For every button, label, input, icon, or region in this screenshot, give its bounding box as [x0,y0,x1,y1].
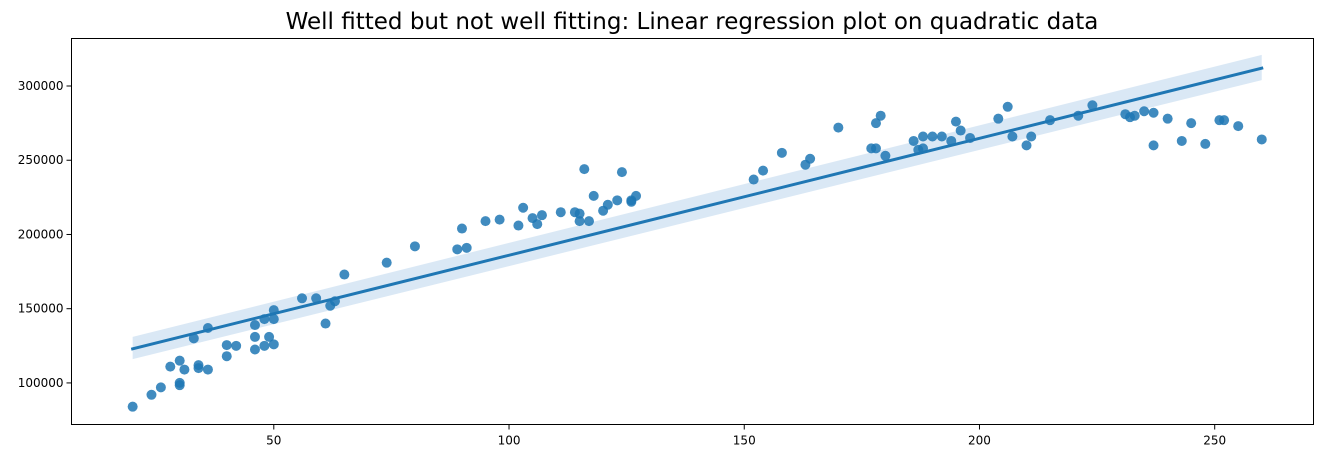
data-point [146,389,157,400]
data-point [1162,113,1173,124]
data-point [452,244,463,255]
data-point [880,150,891,161]
x-tick-label: 250 [1203,434,1226,448]
data-point [955,125,966,136]
data-point [833,122,844,133]
data-point [870,143,881,154]
data-point [993,113,1004,124]
data-point [221,351,232,362]
data-point [631,190,642,201]
data-point [494,214,505,225]
data-point [918,131,929,142]
data-point [264,331,275,342]
data-point [311,293,322,304]
data-point [259,340,270,351]
y-tick-label: 200000 [18,227,64,241]
data-point [179,364,190,375]
data-point [1186,118,1197,129]
axes: 50 100 150 200 250 100000 150000 200000 250000 30… [18,79,1226,447]
data-point [1026,131,1037,142]
data-point [875,110,886,121]
data-point [588,190,599,201]
data-point [532,219,543,230]
data-point [165,361,176,372]
data-point [612,195,623,206]
data-point [776,147,787,158]
data-point [155,382,166,393]
data-point [1256,134,1267,145]
data-point [249,320,260,331]
data-point [268,314,279,325]
data-point [188,333,199,344]
data-point [574,208,585,219]
data-point [221,340,232,351]
data-point [936,131,947,142]
x-tick-label: 100 [498,434,521,448]
regression-line [130,66,1264,351]
data-point [518,202,529,213]
data-point [249,344,260,355]
data-point [127,401,138,412]
data-point [409,241,420,252]
data-point [616,167,627,178]
data-point [584,216,594,227]
data-point [1148,107,1159,118]
data-point [574,216,585,227]
data-point [555,207,566,218]
data-point [461,242,472,253]
data-point [1176,135,1187,146]
y-tick-label: 100000 [18,376,64,390]
data-point [1233,121,1244,132]
data-point [1200,138,1211,149]
data-point [758,165,769,176]
data-point [320,318,331,329]
data-point [927,131,938,142]
data-point [1087,100,1098,111]
data-point [602,199,613,210]
data-point [748,174,759,185]
data-point [231,340,242,351]
data-point [193,363,204,374]
data-point [579,164,590,175]
y-tick-label: 150000 [18,302,64,316]
plot-frame [71,38,1314,425]
data-point [480,216,491,227]
chart-title: Well fitted but not well fitting: Linear… [286,9,1099,35]
data-point [1148,140,1159,151]
data-point [174,355,185,366]
data-point [202,364,213,375]
data-point [950,116,961,127]
data-point [1129,110,1140,121]
data-point [381,257,392,268]
data-point [908,135,919,146]
x-tick-label: 200 [968,434,991,448]
plot-area [127,54,1267,412]
y-tick-label: 250000 [18,153,64,167]
data-point [1021,140,1032,151]
data-point [268,339,279,350]
data-point [536,210,547,221]
data-point [1219,115,1230,126]
data-point [456,223,467,234]
data-point [870,118,881,129]
data-point [1007,131,1018,142]
y-tick-label: 300000 [18,79,64,93]
data-point [249,331,260,342]
data-point [339,269,350,280]
data-point [1002,101,1013,112]
data-point [297,293,308,304]
x-tick-label: 150 [733,434,756,448]
x-tick-label: 50 [266,434,281,448]
data-point [174,380,185,391]
data-point [513,220,524,231]
data-point [1139,106,1150,117]
data-point [805,153,816,164]
